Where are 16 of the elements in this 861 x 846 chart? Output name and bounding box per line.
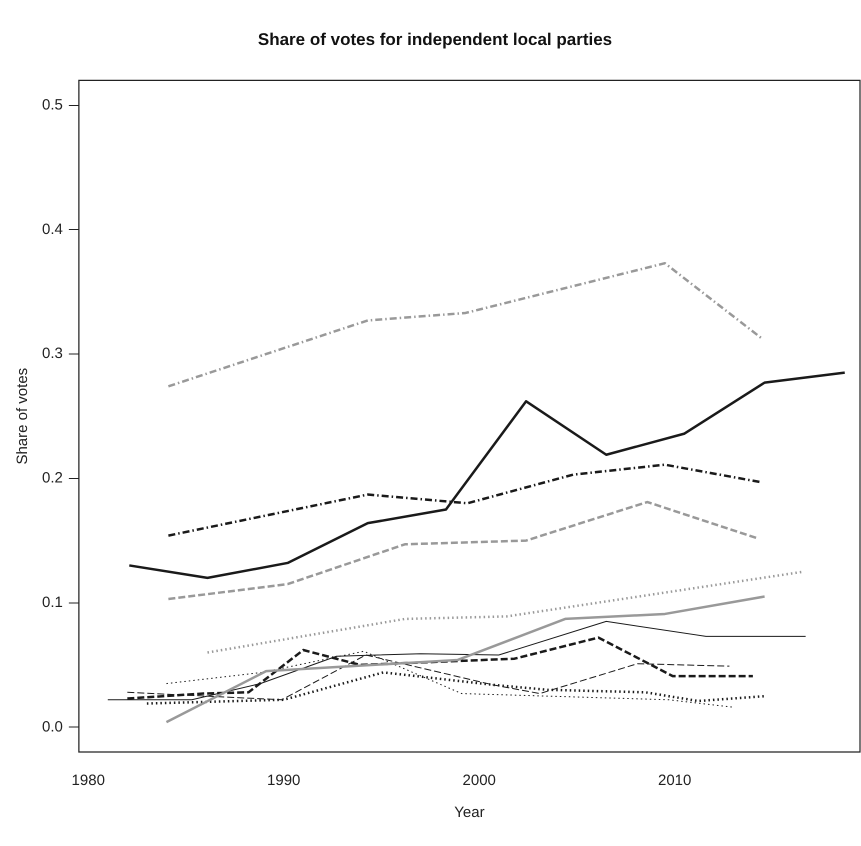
y-tick-label: 0.2 — [42, 470, 63, 487]
y-tick-label: 0.3 — [42, 345, 63, 362]
chart-title: Share of votes for independent local parties — [258, 30, 612, 49]
x-tick-label: 1990 — [267, 772, 300, 790]
line-series — [167, 463, 762, 537]
y-tick-label: 0.0 — [42, 718, 63, 736]
line-series — [167, 500, 758, 600]
line-series — [167, 262, 764, 388]
x-tick-label: 2010 — [658, 772, 692, 790]
x-tick-label: 1980 — [72, 772, 105, 790]
y-tick-label: 0.1 — [42, 594, 63, 611]
x-axis-title: Year — [454, 804, 485, 822]
y-tick-label: 0.5 — [42, 96, 63, 114]
y-tick-label: 0.4 — [42, 220, 63, 238]
x-tick-label: 2000 — [462, 772, 496, 790]
y-axis-title: Share of votes — [14, 368, 32, 465]
